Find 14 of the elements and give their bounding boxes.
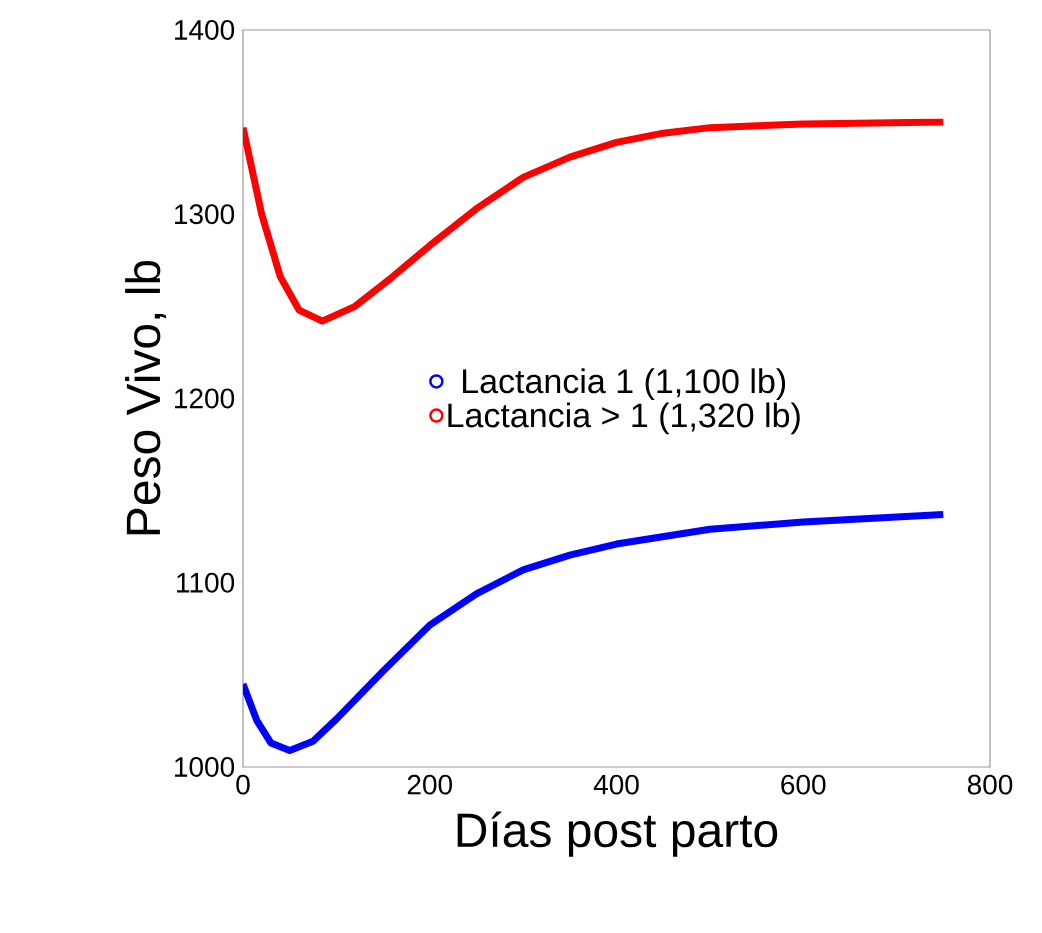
y-axis-title: Peso Vivo, lb (125, 260, 167, 535)
x-tick-label: 0 (236, 774, 250, 795)
y-tick-label: 1300 (175, 204, 235, 225)
y-tick-label: 1200 (175, 388, 235, 409)
x-axis-title: Días post parto (457, 811, 778, 857)
y-tick-label: 1400 (175, 20, 235, 40)
legend-label: Lactancia > 1 (1,320 lb) (448, 402, 800, 435)
x-tick-label: 400 (593, 774, 639, 795)
y-tick-label: 1100 (177, 572, 235, 593)
legend-label: Lactancia 1 (1,100 lb) (463, 368, 786, 401)
y-tick-label: 1000 (175, 757, 235, 777)
x-tick-label: 200 (407, 774, 452, 795)
x-tick-label: 600 (781, 774, 826, 795)
x-tick-label: 800 (967, 774, 1013, 795)
